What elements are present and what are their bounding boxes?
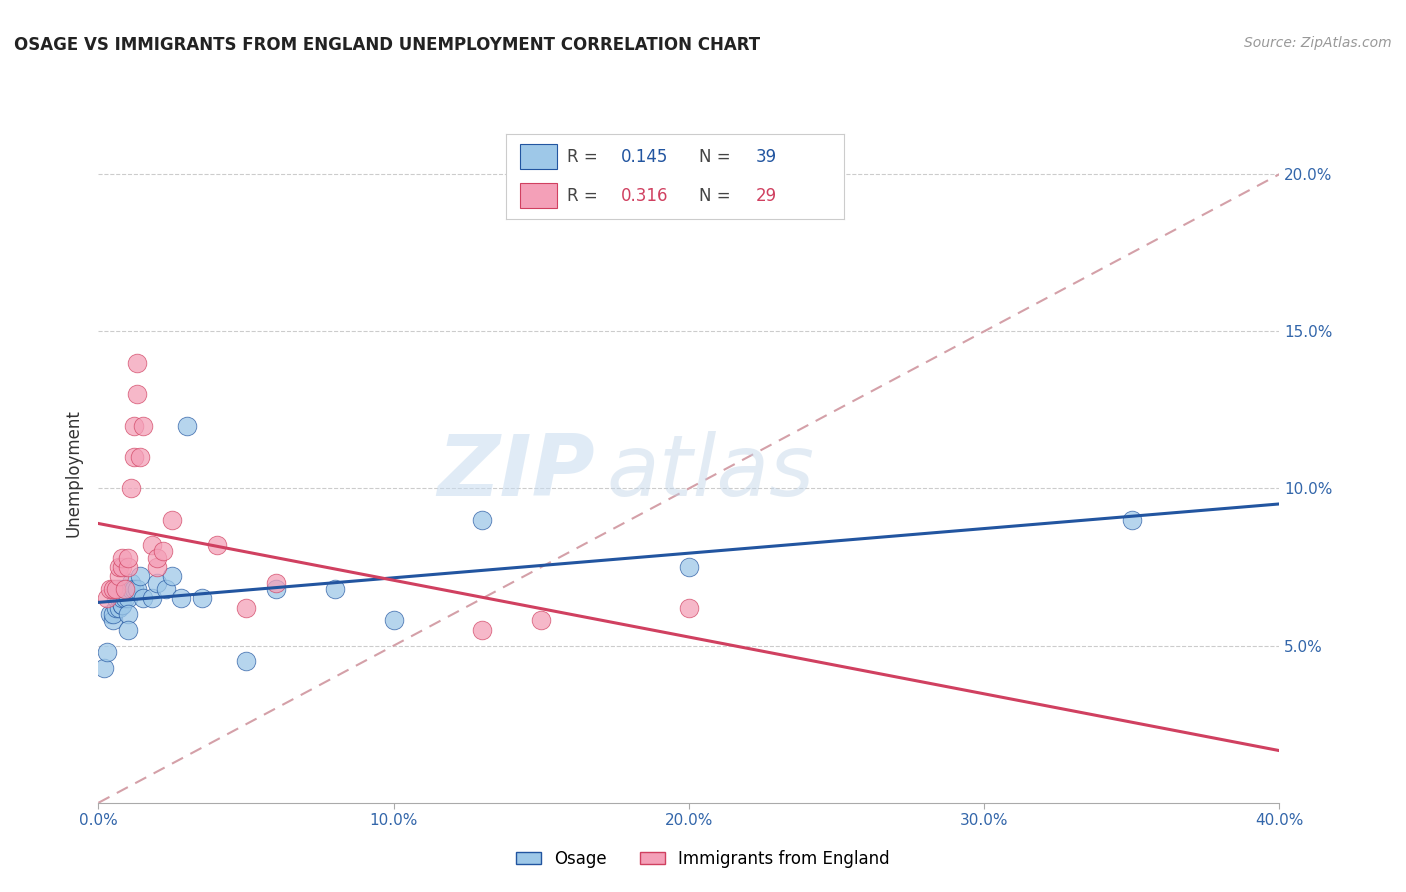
Point [108, 601, 131, 615]
Point [111, 598, 134, 612]
Point [103, 582, 125, 596]
Text: 39: 39 [756, 148, 778, 166]
Point [103, 614, 125, 628]
Point [98, 607, 121, 622]
Point [678, 601, 700, 615]
Point [128, 569, 150, 583]
Legend: Osage, Immigrants from England: Osage, Immigrants from England [509, 844, 897, 875]
Point [108, 582, 131, 596]
Point [471, 623, 494, 637]
Point [105, 591, 128, 606]
Point [96, 591, 118, 606]
Point [176, 418, 198, 433]
Text: 0.145: 0.145 [621, 148, 668, 166]
Point [235, 601, 257, 615]
Point [111, 598, 134, 612]
Point [125, 356, 148, 370]
Point [264, 575, 287, 590]
Text: Source: ZipAtlas.com: Source: ZipAtlas.com [1244, 36, 1392, 50]
Point [323, 582, 346, 596]
Point [114, 582, 136, 596]
Point [146, 575, 169, 590]
Point [146, 560, 169, 574]
Point [132, 591, 155, 606]
Point [205, 538, 228, 552]
Point [114, 591, 136, 606]
Point [108, 591, 131, 606]
Point [111, 550, 134, 565]
Point [170, 591, 193, 606]
Point [120, 582, 142, 596]
Bar [520, 144, 557, 169]
Point [114, 582, 136, 596]
Text: N =: N = [699, 148, 735, 166]
Point [125, 387, 148, 401]
Point [117, 582, 139, 596]
Bar [520, 183, 557, 209]
Point [122, 450, 145, 464]
Point [530, 614, 553, 628]
Y-axis label: Unemployment: Unemployment [65, 409, 83, 537]
Point [128, 450, 150, 464]
Point [117, 607, 139, 622]
Point [93, 660, 115, 674]
Point [98, 582, 121, 596]
Point [162, 513, 183, 527]
Text: ZIP: ZIP [437, 431, 595, 515]
Point [141, 538, 163, 552]
Point [125, 582, 148, 596]
Point [108, 569, 131, 583]
Point [108, 560, 131, 574]
Point [141, 591, 163, 606]
Text: R =: R = [567, 148, 603, 166]
Point [191, 591, 214, 606]
Point [162, 569, 183, 583]
Point [122, 418, 145, 433]
Point [117, 623, 139, 637]
Point [117, 560, 139, 574]
Point [96, 645, 118, 659]
Text: atlas: atlas [606, 431, 814, 515]
Point [122, 582, 145, 596]
Point [146, 550, 169, 565]
Point [103, 607, 125, 622]
Text: 29: 29 [756, 186, 778, 204]
Point [155, 582, 177, 596]
Point [235, 654, 257, 668]
Point [678, 560, 700, 574]
Point [471, 513, 494, 527]
Point [117, 591, 139, 606]
Point [120, 575, 142, 590]
Point [111, 560, 134, 574]
Point [105, 582, 128, 596]
Point [382, 614, 405, 628]
Text: R =: R = [567, 186, 603, 204]
Text: N =: N = [699, 186, 735, 204]
Point [105, 601, 128, 615]
Text: 0.316: 0.316 [621, 186, 668, 204]
Point [1121, 513, 1143, 527]
Point [152, 544, 174, 558]
Point [132, 418, 155, 433]
Point [117, 550, 139, 565]
Point [264, 582, 287, 596]
Point [120, 482, 142, 496]
Text: OSAGE VS IMMIGRANTS FROM ENGLAND UNEMPLOYMENT CORRELATION CHART: OSAGE VS IMMIGRANTS FROM ENGLAND UNEMPLO… [14, 36, 761, 54]
Point [111, 591, 134, 606]
